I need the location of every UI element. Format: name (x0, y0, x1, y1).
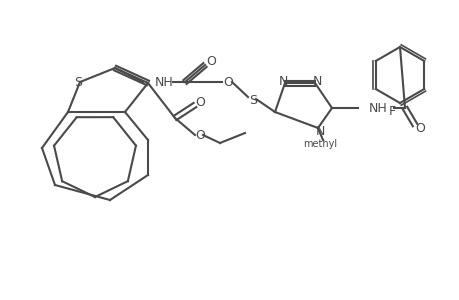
Text: NH: NH (368, 101, 386, 115)
Text: O: O (223, 76, 232, 88)
Text: O: O (195, 95, 205, 109)
Text: O: O (206, 55, 215, 68)
Text: N: N (278, 74, 287, 88)
Text: N: N (312, 74, 321, 88)
Text: O: O (195, 128, 205, 142)
Text: O: O (414, 122, 424, 134)
Text: N: N (314, 124, 324, 137)
Text: F: F (387, 104, 395, 118)
Text: NH: NH (155, 76, 174, 88)
Text: methyl: methyl (302, 139, 336, 149)
Text: S: S (74, 76, 82, 88)
Text: S: S (248, 94, 257, 106)
